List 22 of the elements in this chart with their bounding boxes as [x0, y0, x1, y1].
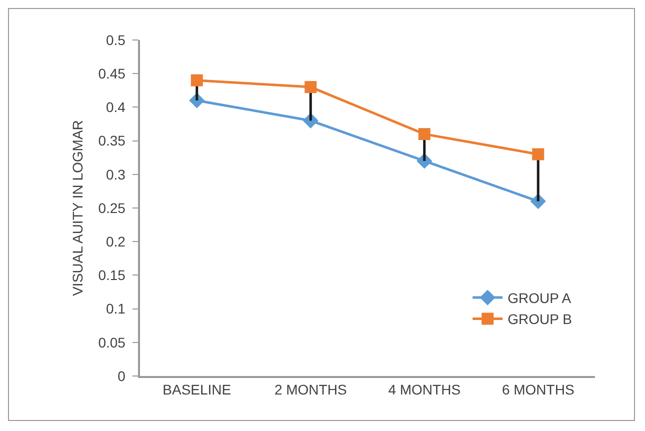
x-tick-label: 2 MONTHS	[274, 382, 347, 398]
y-tick-label: 0.25	[98, 200, 126, 216]
x-tick-label: 4 MONTHS	[388, 382, 461, 398]
y-tick-label: 0.1	[106, 300, 126, 317]
y-tick-label: 0	[118, 368, 126, 384]
y-tick-label: 0.15	[98, 267, 126, 284]
y-tick-label: 0.35	[98, 132, 126, 149]
point	[190, 74, 203, 86]
legend-label: GROUP B	[508, 311, 572, 328]
y-tick-label: 0.05	[98, 334, 126, 350]
y-tick-label: 0.4	[106, 99, 126, 116]
point	[418, 128, 430, 140]
y-tick-label: 0.45	[98, 66, 126, 82]
y-tick-label: 0.5	[106, 32, 126, 48]
point	[532, 148, 544, 160]
legend-label: GROUP A	[508, 290, 572, 306]
y-tick-label: 0.2	[106, 234, 126, 250]
x-tick-label: 6 MONTHS	[502, 382, 574, 398]
point	[304, 81, 317, 94]
y-axis-title: VISUAL AUITY IN LOGMAR	[69, 120, 86, 296]
y-tick-label: 0.3	[106, 166, 126, 182]
x-tick-label: BASELINE	[162, 382, 232, 398]
